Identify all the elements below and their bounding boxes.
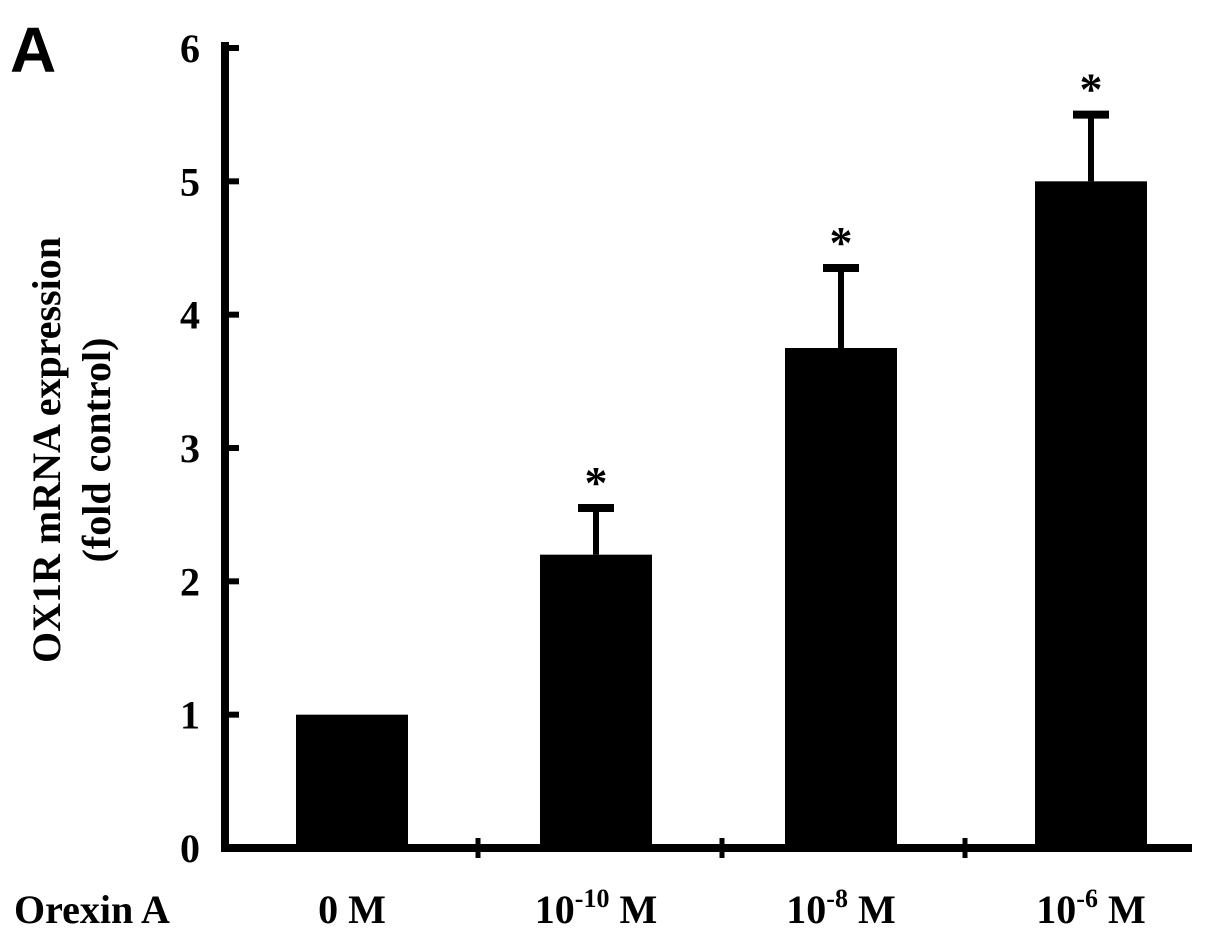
- bar: [540, 554, 652, 848]
- x-axis-title: Orexin A: [14, 887, 170, 932]
- bar: [296, 714, 408, 848]
- y-tick-label: 3: [180, 426, 200, 471]
- y-tick-label: 6: [180, 26, 200, 71]
- bar: [785, 348, 897, 848]
- bars: 0 M * 10-10 M * 10-8 M * 10-6 M: [296, 64, 1147, 932]
- y-axis-title: OX1R mRNA expression (fold control): [24, 237, 119, 663]
- y-tick-label: 1: [180, 693, 200, 738]
- panel-label: A: [10, 14, 56, 86]
- significance-marker: *: [585, 457, 608, 508]
- y-tick-label: 0: [180, 826, 200, 871]
- category-label: 10-10 M: [535, 884, 657, 932]
- category-label: 10-6 M: [1036, 884, 1145, 932]
- y-tick-label: 5: [180, 159, 200, 204]
- bar: [1035, 181, 1147, 849]
- y-axis-title-line2: (fold control): [74, 338, 119, 563]
- category-label: 0 M: [318, 887, 386, 932]
- category-label: 10-8 M: [786, 884, 895, 932]
- y-axis-title-line1: OX1R mRNA expression: [24, 237, 69, 663]
- significance-marker: *: [1080, 64, 1103, 115]
- y-tick-label: 4: [180, 293, 200, 338]
- significance-marker: *: [830, 217, 853, 268]
- y-tick-label: 2: [180, 559, 200, 604]
